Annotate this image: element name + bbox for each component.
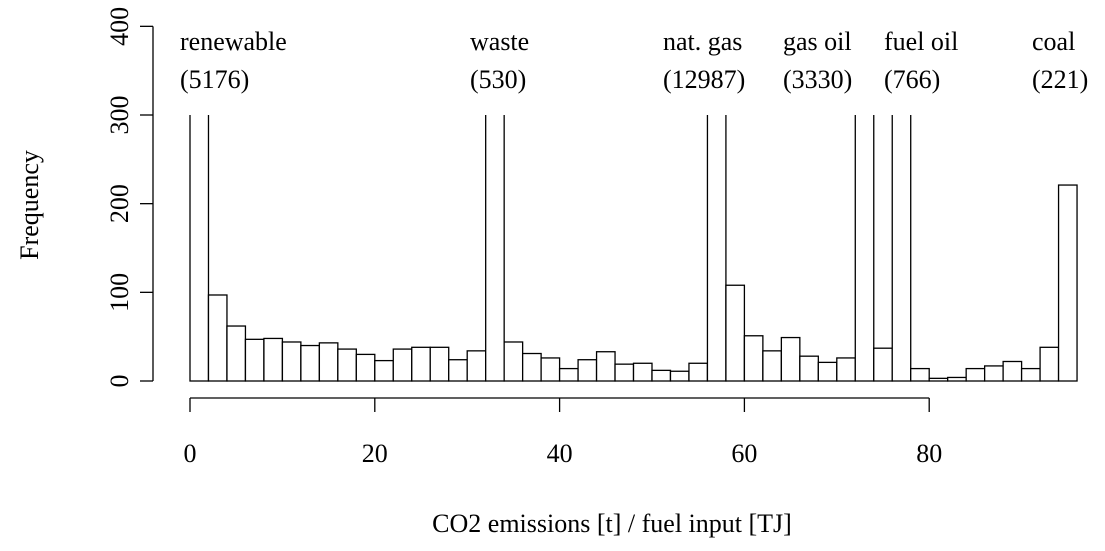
bar [263, 337, 284, 382]
bar [448, 359, 468, 382]
x-tick-label: 60 [731, 439, 757, 468]
bar [743, 335, 764, 382]
x-axis-title: CO2 emissions [t] / fuel input [TJ] [432, 509, 792, 538]
bar [910, 367, 930, 382]
bar [521, 352, 542, 382]
annotation-label: renewable [180, 27, 287, 56]
bar [466, 350, 487, 382]
bar [558, 367, 579, 382]
annotation-count: (221) [1032, 65, 1088, 94]
bar [411, 346, 431, 382]
bar [318, 342, 339, 382]
y-tick-label: 200 [105, 184, 134, 223]
y-tick-label: 100 [105, 273, 134, 312]
bar [392, 348, 413, 382]
bar [965, 367, 986, 382]
bar [1057, 184, 1078, 382]
bar [1002, 360, 1023, 382]
x-tick-label: 40 [547, 439, 573, 468]
bar [429, 346, 450, 382]
bar [614, 363, 635, 382]
bar [374, 359, 394, 382]
bar [947, 376, 967, 382]
annotation-label: nat. gas [663, 27, 742, 56]
y-axis-title: Frequency [15, 150, 44, 260]
annotation-count: (12987) [663, 65, 745, 94]
x-tick-label: 80 [916, 439, 942, 468]
annotation-count: (5176) [180, 65, 249, 94]
bar [189, 115, 210, 382]
bar [891, 115, 912, 382]
annotation-label: coal [1032, 27, 1075, 56]
bar [928, 377, 949, 382]
bar [281, 341, 302, 382]
bar [836, 357, 856, 382]
bar [540, 357, 561, 382]
bar [651, 369, 672, 382]
y-tick-label: 0 [105, 375, 134, 388]
bar [300, 344, 321, 382]
bar [337, 348, 357, 382]
bar [503, 341, 524, 382]
bar [706, 115, 727, 382]
bar [873, 347, 893, 382]
bar [355, 353, 376, 382]
annotation-label: waste [470, 27, 529, 56]
bar [854, 115, 875, 382]
y-tick-label: 400 [105, 7, 134, 46]
bar [762, 350, 783, 382]
bar [688, 362, 709, 382]
bar [226, 325, 247, 382]
bar [595, 351, 616, 382]
annotation-count: (766) [884, 65, 940, 94]
bar [207, 294, 228, 382]
bar [669, 370, 690, 382]
annotation-label: gas oil [783, 27, 852, 56]
bar [983, 365, 1004, 382]
y-tick-label: 300 [105, 96, 134, 135]
bar [780, 336, 801, 382]
annotation-count: (530) [470, 65, 526, 94]
bar [1039, 346, 1060, 382]
bar [817, 361, 838, 382]
x-tick-label: 0 [184, 439, 197, 468]
bar [1020, 367, 1041, 382]
annotation-count: (3330) [783, 65, 852, 94]
plot-area [189, 115, 1078, 382]
bar [632, 362, 653, 382]
annotation-label: fuel oil [884, 27, 958, 56]
bar [799, 355, 819, 382]
x-tick-label: 20 [362, 439, 388, 468]
bar [725, 284, 746, 382]
bar [244, 338, 265, 382]
bar [485, 115, 505, 382]
bar [577, 359, 598, 382]
